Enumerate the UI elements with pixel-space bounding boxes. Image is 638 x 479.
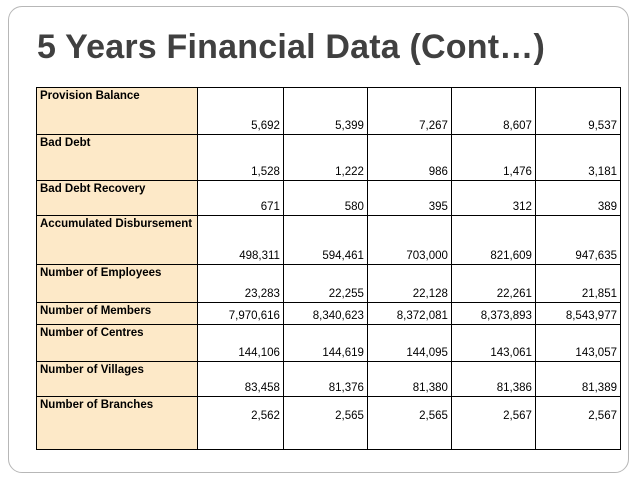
table-cell: 21,851 — [534, 264, 622, 303]
slide-title: 5 Years Financial Data (Cont…) — [37, 28, 545, 66]
table-cell: 8,607 — [450, 87, 536, 135]
table-row: Bad Debt Recovery 671 580 395 312 389 — [36, 180, 622, 216]
table-row: Number of Villages 83,458 81,376 81,380 … — [36, 361, 622, 397]
table-row: Bad Debt 1,528 1,222 986 1,476 3,181 — [36, 134, 622, 181]
table-row: Number of Employees 23,283 22,255 22,128… — [36, 264, 622, 303]
table-cell: 2,565 — [366, 396, 452, 450]
table-cell: 671 — [196, 180, 284, 216]
table-cell: 947,635 — [534, 215, 622, 265]
row-label: Number of Centres — [36, 324, 198, 362]
table-row: Accumulated Disbursement 498,311 594,461… — [36, 215, 622, 265]
table-cell: 9,537 — [534, 87, 622, 135]
table-cell: 8,340,623 — [282, 302, 368, 325]
table-cell: 23,283 — [196, 264, 284, 303]
table-cell: 1,528 — [196, 134, 284, 181]
table-cell: 144,095 — [366, 324, 452, 362]
table-cell: 22,255 — [282, 264, 368, 303]
table-cell: 821,609 — [450, 215, 536, 265]
table-cell: 8,543,977 — [534, 302, 622, 325]
table-row: Number of Centres 144,106 144,619 144,09… — [36, 324, 622, 362]
table-cell: 143,061 — [450, 324, 536, 362]
row-label: Accumulated Disbursement — [36, 215, 198, 265]
table-row: Number of Members 7,970,616 8,340,623 8,… — [36, 302, 622, 325]
row-label: Number of Villages — [36, 361, 198, 397]
table-cell: 7,267 — [366, 87, 452, 135]
table-cell: 81,386 — [450, 361, 536, 397]
row-label: Number of Members — [36, 302, 198, 325]
table-cell: 312 — [450, 180, 536, 216]
table-cell: 395 — [366, 180, 452, 216]
table-row: Provision Balance 5,692 5,399 7,267 8,60… — [36, 87, 622, 135]
table-cell: 2,567 — [450, 396, 536, 450]
table-row: Number of Branches 2,562 2,565 2,565 2,5… — [36, 396, 622, 450]
table-cell: 1,476 — [450, 134, 536, 181]
table-cell: 83,458 — [196, 361, 284, 397]
row-label: Bad Debt Recovery — [36, 180, 198, 216]
table-cell: 144,619 — [282, 324, 368, 362]
table-cell: 594,461 — [282, 215, 368, 265]
table-cell: 3,181 — [534, 134, 622, 181]
table-cell: 2,565 — [282, 396, 368, 450]
table-cell: 8,372,081 — [366, 302, 452, 325]
table-cell: 2,567 — [534, 396, 622, 450]
table-cell: 703,000 — [366, 215, 452, 265]
table-cell: 5,399 — [282, 87, 368, 135]
table-cell: 81,376 — [282, 361, 368, 397]
table-cell: 22,128 — [366, 264, 452, 303]
table-cell: 143,057 — [534, 324, 622, 362]
table-cell: 144,106 — [196, 324, 284, 362]
row-label: Provision Balance — [36, 87, 198, 135]
table-cell: 5,692 — [196, 87, 284, 135]
table-cell: 498,311 — [196, 215, 284, 265]
table-cell: 580 — [282, 180, 368, 216]
financial-data-table: Provision Balance 5,692 5,399 7,267 8,60… — [36, 87, 622, 450]
table-cell: 81,389 — [534, 361, 622, 397]
row-label: Bad Debt — [36, 134, 198, 181]
table-cell: 986 — [366, 134, 452, 181]
table-cell: 1,222 — [282, 134, 368, 181]
row-label: Number of Branches — [36, 396, 198, 450]
table-cell: 7,970,616 — [196, 302, 284, 325]
table-cell: 81,380 — [366, 361, 452, 397]
row-label: Number of Employees — [36, 264, 198, 303]
table-cell: 22,261 — [450, 264, 536, 303]
table-cell: 2,562 — [196, 396, 284, 450]
table-cell: 8,373,893 — [450, 302, 536, 325]
table-cell: 389 — [534, 180, 622, 216]
